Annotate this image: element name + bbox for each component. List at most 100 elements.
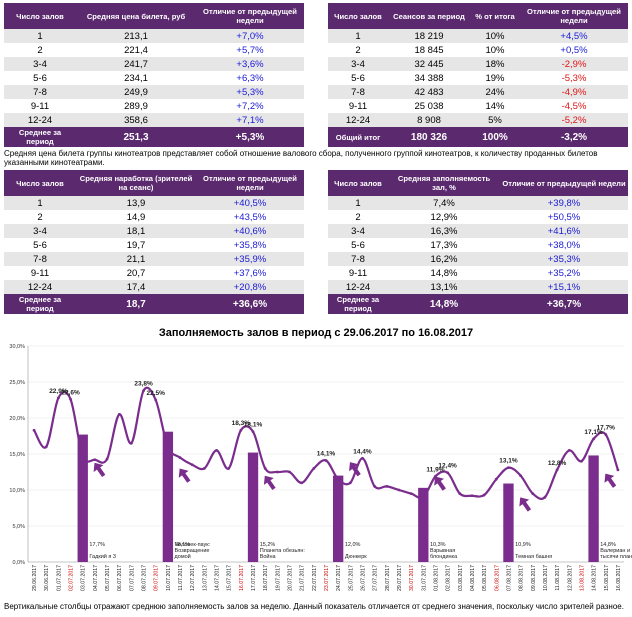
line-point — [324, 459, 328, 462]
table-cell: 9-11 — [4, 99, 76, 113]
point-value-label: 22,6% — [61, 389, 80, 396]
table-avg-viewers: Число залов Средняя наработка (зрителей … — [4, 170, 304, 314]
line-point — [69, 397, 72, 401]
table-cell: 2 — [328, 43, 388, 57]
x-tick-label: 25.07.2017 — [348, 565, 354, 591]
x-tick-label: 30.07.2017 — [409, 565, 415, 591]
y-tick-label: 25,0% — [9, 380, 25, 386]
weekly-bar — [418, 487, 429, 562]
table-header-row: Число залов Средняя цена билета, руб Отл… — [4, 3, 304, 29]
note-bars: Вертикальные столбцы отражают среднюю за… — [4, 602, 624, 611]
line-point — [215, 449, 218, 452]
table-cell: +39,8% — [500, 196, 628, 210]
x-tick-label: 28.07.2017 — [385, 565, 391, 591]
x-tick-label: 22.07.2017 — [312, 565, 318, 591]
table-row: 3-4 241,7 +3,6% — [4, 57, 304, 71]
table-cell: 14,8% — [388, 266, 500, 280]
table-cell: +38,0% — [500, 238, 628, 252]
line-point — [190, 463, 194, 467]
table-row: 9-11 25 038 14% -4,5% — [328, 99, 628, 113]
table-avg-ticket-price: Число залов Средняя цена билета, руб Отл… — [4, 3, 304, 147]
x-tick-label: 18.07.2017 — [263, 565, 269, 591]
table-row: 2 18 845 10% +0,5% — [328, 43, 628, 57]
table-row: 1 213,1 +7,0% — [4, 29, 304, 43]
bar-value-label: 10,3% — [430, 542, 446, 548]
table-cell: 16,3% — [388, 224, 500, 238]
table-row: 5-6 19,7 +35,8% — [4, 238, 304, 252]
line-point — [348, 481, 352, 485]
table-cell: +35,8% — [196, 238, 304, 252]
line-point — [275, 470, 279, 474]
table-cell: 3-4 — [4, 224, 76, 238]
table-cell: -5,2% — [520, 113, 628, 127]
table-cell: -2,9% — [520, 57, 628, 71]
point-value-label: 22,5% — [146, 390, 165, 397]
table-row: 12-24 358,6 +7,1% — [4, 113, 304, 127]
note-ticket-price: Средняя цена билета группы кинотеатров п… — [4, 149, 598, 167]
table-row: 2 12,9% +50,5% — [328, 210, 628, 224]
line-point — [616, 468, 620, 472]
table-row: 9-11 20,7 +37,6% — [4, 266, 304, 280]
x-tick-label: 01.08.2017 — [433, 565, 439, 591]
col-header: % от итога — [470, 3, 520, 29]
x-tick-label: 17.07.2017 — [251, 565, 257, 591]
table-cell: 1 — [328, 196, 388, 210]
table-cell: 289,9 — [76, 99, 196, 113]
table-cell: -5,3% — [520, 71, 628, 85]
table-cell: +50,5% — [500, 210, 628, 224]
col-header: Отличие от предыдущей недели — [196, 170, 304, 196]
line-point — [117, 413, 121, 416]
weekly-bar — [162, 431, 174, 562]
occupancy-chart: 0,0% 5,0% 10,0% 15,0% 20,0% 25,0% 30,0% 17,7% Га… — [9, 344, 632, 591]
table-cell: +35,9% — [196, 252, 304, 266]
x-tick-label: 07.08.2017 — [506, 565, 512, 591]
line-point — [166, 445, 170, 449]
x-tick-label: 24.07.2017 — [336, 565, 342, 591]
line-point — [580, 459, 583, 463]
table-cell: 213,1 — [76, 29, 196, 43]
table-cell: 7-8 — [328, 252, 388, 266]
table-cell: 16,2% — [388, 252, 500, 266]
table-row: 1 13,9 +40,5% — [4, 196, 304, 210]
col-header: Средняя наработка (зрителей на сеанс) — [76, 170, 196, 196]
line-point — [470, 494, 474, 498]
table-row: 7-8 249,9 +5,3% — [4, 85, 304, 99]
line-point — [239, 428, 243, 432]
table-cell: +5,3% — [196, 85, 304, 99]
table-cell: +40,6% — [196, 224, 304, 238]
table-cell: 12-24 — [328, 280, 388, 294]
line-point — [385, 485, 389, 488]
table-cell: 249,9 — [76, 85, 196, 99]
table-cell: 14% — [470, 99, 520, 113]
x-tick-label: 05.07.2017 — [105, 565, 111, 591]
table-cell: 1 — [328, 29, 388, 43]
x-tick-label: 26.07.2017 — [360, 565, 366, 591]
col-header: Сеансов за период — [388, 3, 470, 29]
line-point — [604, 433, 608, 436]
table-cell: 12,9% — [388, 210, 500, 224]
point-value-label: 17,7% — [597, 425, 616, 432]
table-cell: 19% — [470, 71, 520, 85]
line-point — [300, 481, 304, 485]
x-tick-label: 09.07.2017 — [154, 565, 160, 591]
line-point — [142, 389, 145, 393]
bar-film-label: Темная башня — [515, 554, 552, 560]
x-tick-label: 13.08.2017 — [579, 565, 585, 591]
x-tick-label: 10.07.2017 — [166, 565, 172, 591]
table-row: 5-6 34 388 19% -5,3% — [328, 71, 628, 85]
table-total-row: Среднее за период 18,7 +36,6% — [4, 294, 304, 314]
point-value-label: 14,4% — [353, 448, 372, 455]
weekly-bar — [503, 483, 514, 562]
line-point — [446, 471, 450, 475]
col-header: Число залов — [4, 170, 76, 196]
table-total-cell: +36,6% — [196, 294, 304, 314]
x-tick-label: 06.07.2017 — [117, 565, 123, 591]
line-point — [482, 493, 486, 497]
line-point — [251, 430, 255, 434]
line-point — [312, 467, 316, 470]
table-cell: -4,9% — [520, 85, 628, 99]
table-cell: +35,3% — [500, 252, 628, 266]
trend-arrow-icon — [349, 462, 361, 477]
table-cell: 7,4% — [388, 196, 500, 210]
table-cell: 7-8 — [4, 252, 76, 266]
